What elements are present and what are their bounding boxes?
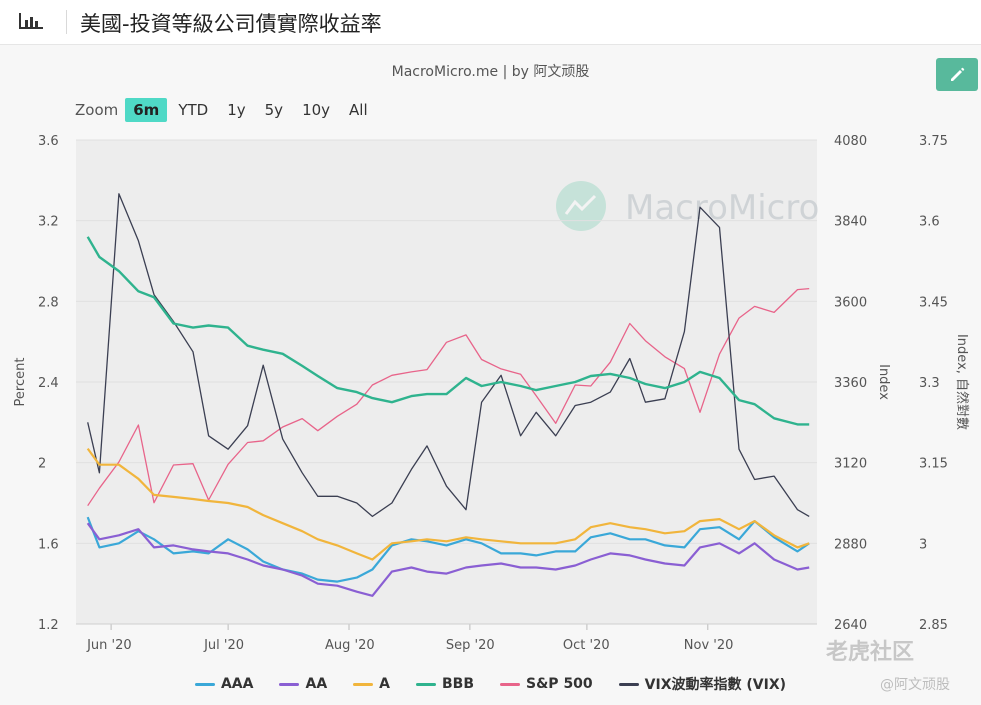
- series-line-aaa: [86, 516, 810, 583]
- y-right2-tick-label: 3.15: [919, 457, 948, 472]
- y-left-tick-label: 2.8: [38, 295, 59, 310]
- corner-watermark: 老虎社区: [826, 640, 915, 665]
- x-tick-label: Sep '20: [446, 638, 495, 653]
- legend-label-aa: AA: [305, 676, 328, 692]
- legend-item-bbb[interactable]: BBB: [416, 674, 474, 694]
- zoom-1y-button[interactable]: 1y: [227, 101, 246, 119]
- zoom-10y-button[interactable]: 10y: [302, 101, 331, 119]
- legend-swatch-sp500: [500, 682, 521, 686]
- page-title: 美國-投資等級公司債實際收益率: [80, 12, 382, 36]
- y-right2-tick-label: 3.75: [919, 134, 948, 149]
- legend-label-vix: VIX波動率指數 (VIX): [644, 677, 787, 693]
- header-divider: [66, 10, 67, 34]
- corner-watermark-handle: @阿文顽股: [880, 677, 950, 693]
- y-left-tick-label: 3.2: [38, 215, 59, 230]
- x-tick-label: Jul '20: [203, 638, 244, 653]
- x-tick-label: Jun '20: [86, 638, 132, 653]
- watermark-logo-icon: [556, 181, 606, 231]
- series-line-s-p-500: [87, 287, 810, 507]
- top-bar: 美國-投資等級公司債實際收益率: [0, 0, 981, 45]
- y-right2-tick-label: 3.3: [919, 376, 940, 391]
- legend-item-aa[interactable]: AA: [279, 674, 327, 694]
- y-left-tick-label: 1.2: [38, 618, 59, 633]
- series-line-aa: [86, 522, 810, 597]
- legend-label-sp500: S&P 500: [526, 676, 593, 692]
- bar-chart-icon: [19, 13, 43, 29]
- y-right2-tick-label: 3.45: [919, 295, 948, 310]
- zoom-label: Zoom: [75, 101, 119, 119]
- edit-button[interactable]: [936, 58, 978, 91]
- y-right1-tick-label: 4080: [834, 134, 867, 149]
- y-right1-tick-label: 2880: [834, 537, 867, 552]
- zoom-ytd-button[interactable]: YTD: [178, 101, 209, 119]
- legend-item-vix[interactable]: VIX波動率指數 (VIX): [618, 674, 787, 694]
- y-left-tick-label: 2.4: [38, 376, 59, 391]
- y-right2-tick-label: 2.85: [919, 618, 948, 633]
- watermark-text: MacroMicro: [625, 188, 819, 228]
- zoom-6m-button[interactable]: 6m: [125, 98, 168, 122]
- legend-swatch-bbb: [416, 682, 436, 686]
- legend-label-a: A: [379, 676, 390, 692]
- pencil-icon: [951, 67, 965, 81]
- x-tick-label: Nov '20: [684, 638, 734, 653]
- watermark-logo-mark: [564, 194, 597, 215]
- y-right1-tick-label: 3840: [834, 215, 867, 230]
- legend-label-bbb: BBB: [442, 676, 475, 692]
- series-line-vix-vix: [87, 193, 810, 518]
- y-right2-axis-title: Index, 自然對數: [954, 334, 970, 430]
- y-right1-tick-label: 2640: [834, 618, 867, 633]
- chart-watermark: MacroMicro: [556, 181, 819, 231]
- y-right2-tick-label: 3: [919, 537, 927, 552]
- y-right1-axis-title: Index: [876, 364, 891, 400]
- legend-swatch-aa: [279, 682, 300, 686]
- y-right1-tick-label: 3120: [834, 457, 867, 472]
- zoom-5y-button[interactable]: 5y: [264, 101, 284, 119]
- y-right1-tick-label: 3360: [834, 376, 867, 391]
- y-left-axis-title: Percent: [13, 358, 28, 407]
- series-line-bbb: [86, 236, 810, 426]
- chart-credit: MacroMicro.me | by 阿文顽股: [391, 64, 590, 80]
- y-left-tick-label: 1.6: [38, 537, 59, 552]
- legend-item-aaa[interactable]: AAA: [194, 674, 254, 694]
- y-right2-tick-label: 3.6: [919, 215, 940, 230]
- series-line-a: [86, 447, 810, 561]
- x-tick-label: Aug '20: [325, 638, 375, 653]
- legend-swatch-a: [353, 682, 374, 686]
- legend-item-sp500[interactable]: S&P 500: [500, 674, 593, 694]
- chart-legend: AAA AA A BBB S&P 500 VIX波動率指數 (VIX): [0, 674, 981, 694]
- y-left-tick-label: 3.6: [38, 134, 59, 149]
- zoom-all-button[interactable]: All: [349, 101, 368, 119]
- x-tick-label: Oct '20: [563, 638, 610, 653]
- legend-label-aaa: AAA: [220, 676, 254, 692]
- legend-swatch-vix: [618, 682, 639, 686]
- zoom-selector: Zoom 6m YTD 1y 5y 10y All: [75, 96, 379, 124]
- legend-item-a[interactable]: A: [353, 674, 390, 694]
- y-left-tick-label: 2: [38, 457, 46, 472]
- y-right1-tick-label: 3600: [834, 295, 867, 310]
- legend-swatch-aaa: [194, 682, 215, 686]
